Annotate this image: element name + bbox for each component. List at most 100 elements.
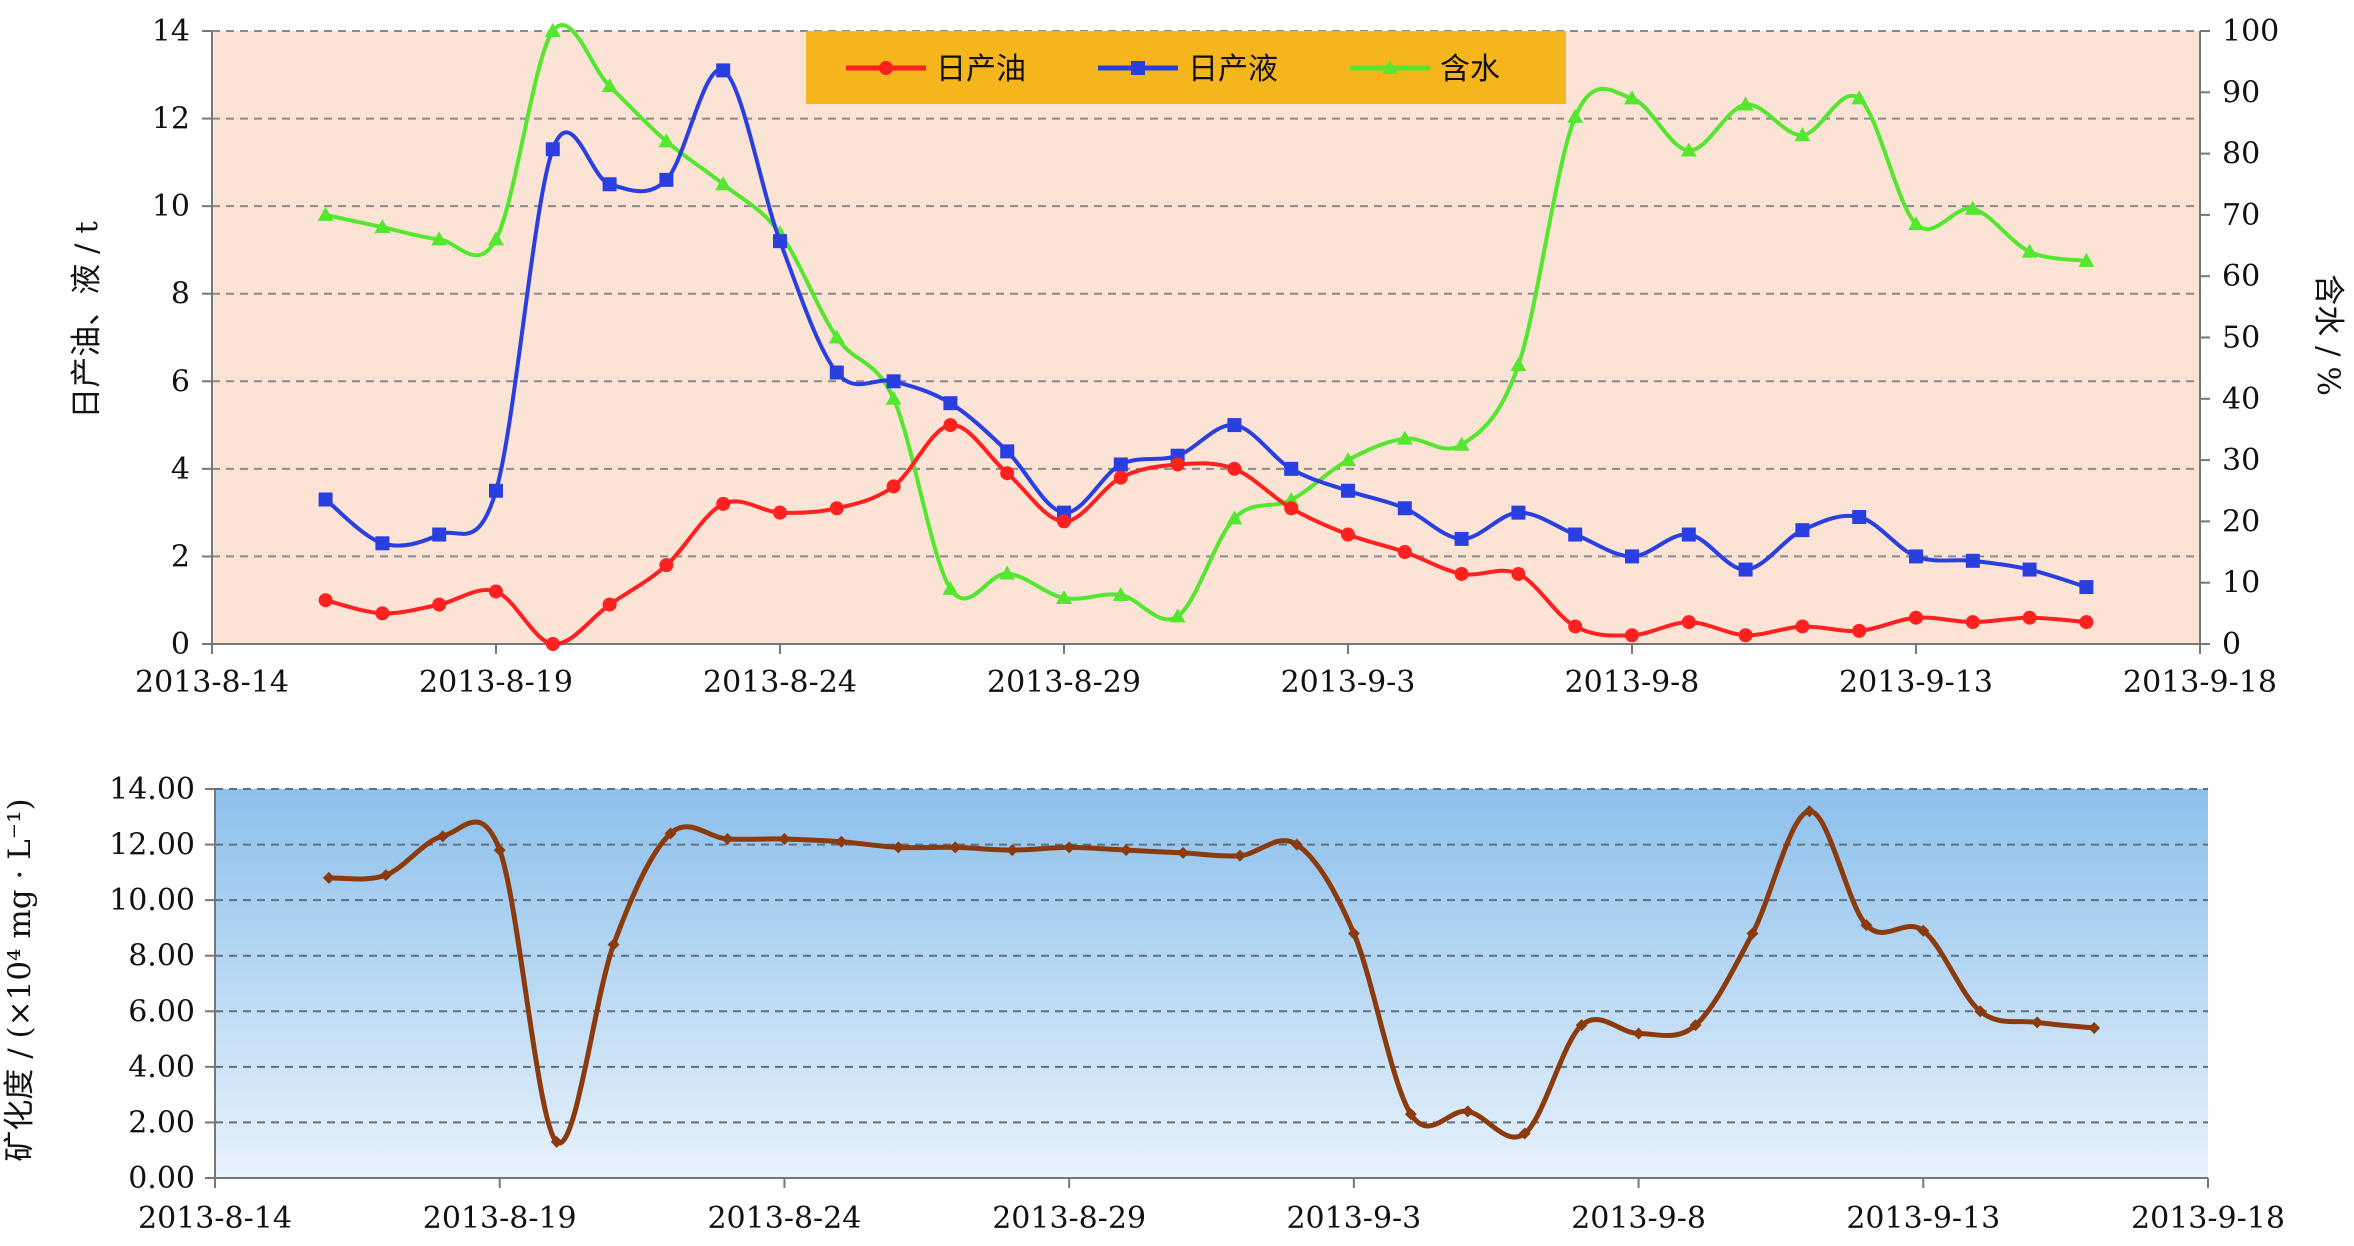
legend-marker — [1382, 60, 1398, 74]
data-point — [1120, 844, 1133, 857]
data-point — [1169, 608, 1186, 623]
top-y-left-tick-label: 2 — [171, 539, 190, 574]
top-x-tick-label: 2013-9-13 — [1839, 665, 1993, 700]
data-point — [1112, 586, 1129, 601]
top-y-left-tick-label: 4 — [171, 452, 190, 487]
data-point — [436, 830, 449, 843]
data-point — [1689, 1019, 1702, 1032]
data-point — [431, 231, 448, 246]
data-point — [1680, 142, 1697, 157]
data-point — [1738, 562, 1753, 577]
data-point — [659, 172, 674, 187]
top-y-left-axis-title: 日产油、液 / t — [69, 221, 105, 419]
data-point — [778, 833, 791, 846]
data-point — [607, 938, 620, 951]
top-y-right-tick-label: 70 — [2222, 198, 2260, 233]
data-point — [602, 597, 617, 612]
bottom-x-tick-label: 2013-8-24 — [707, 1201, 861, 1236]
data-point — [1518, 1127, 1531, 1140]
data-point — [1964, 200, 1981, 215]
data-point — [1284, 501, 1299, 516]
data-point — [545, 637, 560, 651]
data-point — [1284, 461, 1299, 476]
data-point — [318, 593, 333, 608]
data-point — [317, 206, 334, 221]
top-y-left-tick-label: 10 — [152, 189, 190, 224]
data-point — [1113, 457, 1128, 472]
bottom-y-tick-label: 8.00 — [128, 939, 195, 974]
legend-item: 日产油 — [846, 52, 1026, 87]
top-plot-area — [212, 31, 2200, 644]
data-point — [886, 479, 901, 494]
bottom-y-tick-label: 2.00 — [128, 1105, 195, 1140]
top-y-left-tick-label: 0 — [171, 627, 190, 662]
data-point — [2021, 243, 2038, 258]
data-point — [1511, 566, 1526, 581]
legend-label: 日产液 — [1188, 52, 1278, 87]
bottom-x-tick-label: 2013-8-19 — [423, 1201, 577, 1236]
data-point — [715, 176, 732, 191]
legend-marker — [879, 61, 893, 75]
data-point — [1454, 566, 1469, 581]
top-y-right-tick-labels: 0 10 20 30 40 50 60 70 80 90 100 — [2222, 14, 2279, 662]
data-point — [1974, 1005, 1987, 1018]
data-point — [829, 501, 844, 516]
data-point — [1000, 444, 1015, 459]
data-point — [379, 869, 392, 882]
data-point — [1347, 927, 1360, 940]
bottom-x-tick-label: 2013-8-29 — [992, 1201, 1146, 1236]
legend-items: 日产油 日产液 含水 — [846, 52, 1500, 87]
data-point — [1852, 623, 1867, 638]
data-point — [1803, 805, 1816, 818]
bottom-x-tick-label: 2013-9-3 — [1286, 1201, 1421, 1236]
data-point — [374, 219, 391, 234]
top-x-tick-labels: 2013-8-14 2013-8-19 2013-8-24 2013-8-29 2013… — [135, 665, 2277, 700]
top-y-left-tick-labels: 0 2 4 6 8 10 12 14 — [152, 14, 190, 662]
top-y-right-axis-title: 含水 / % — [2310, 274, 2346, 396]
bottom-plot-area — [215, 789, 2208, 1178]
series-日产油 — [318, 418, 2094, 651]
series-含水 — [317, 23, 2095, 623]
data-point — [885, 390, 902, 405]
top-x-tick-label: 2013-8-24 — [703, 665, 857, 700]
data-point — [322, 871, 335, 884]
data-point — [2079, 615, 2094, 630]
data-point — [1746, 927, 1759, 940]
data-point — [1795, 523, 1810, 538]
data-point — [1461, 1105, 1474, 1118]
data-point — [892, 841, 905, 854]
legend-label: 日产油 — [936, 52, 1026, 87]
data-point — [1226, 510, 1243, 525]
top-y-right-tick-label: 0 — [2222, 627, 2241, 662]
data-point — [489, 584, 503, 599]
data-point — [1795, 619, 1810, 634]
top-x-tick-label: 2013-8-19 — [419, 665, 573, 700]
bottom-y-axis-title: 矿化度 / (×10⁴ mg · L⁻¹) — [2, 798, 38, 1161]
data-point — [829, 365, 844, 380]
bottom-gridlines — [215, 788, 2208, 1124]
data-point — [602, 177, 617, 192]
data-point — [828, 329, 845, 344]
top-y-right-tick-label: 90 — [2222, 75, 2260, 110]
data-point — [1681, 615, 1696, 630]
data-point — [1568, 619, 1583, 634]
legend-item: 含水 — [1350, 52, 1500, 87]
data-point — [1681, 527, 1696, 542]
data-point — [375, 606, 390, 621]
top-x-tick-label: 2013-8-29 — [987, 665, 1141, 700]
top-y-right-tick-label: 80 — [2222, 137, 2260, 172]
data-point — [1965, 553, 1980, 568]
legend-marker — [1131, 61, 1145, 75]
bottom-y-tick-label: 10.00 — [109, 883, 195, 918]
data-point — [1511, 505, 1526, 520]
data-point — [1909, 549, 1923, 564]
data-point — [1738, 628, 1753, 643]
bottom-y-tick-label: 14.00 — [109, 772, 195, 807]
data-point — [658, 133, 675, 148]
data-point — [1568, 527, 1583, 542]
legend-box — [806, 31, 1566, 104]
data-point — [544, 23, 561, 37]
data-point — [1908, 216, 1924, 231]
data-point — [999, 565, 1016, 580]
top-y-right-tick-label: 40 — [2222, 382, 2260, 417]
